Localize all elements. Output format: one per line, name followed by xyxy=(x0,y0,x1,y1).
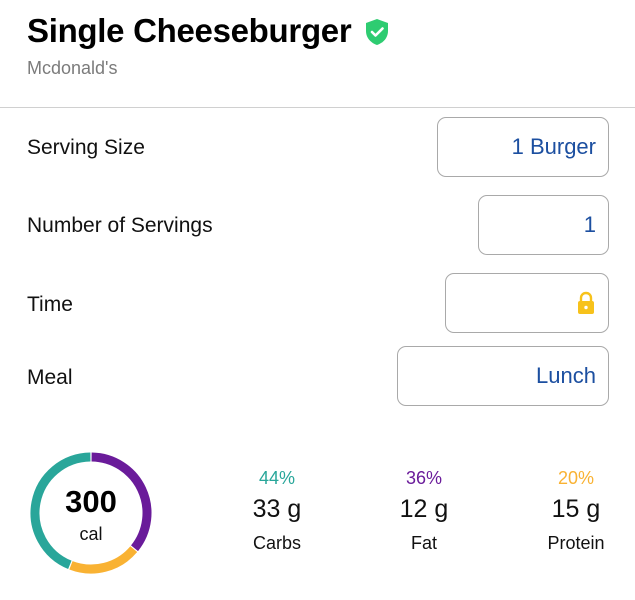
ring-segment-fat xyxy=(91,452,152,552)
number-of-servings-value: 1 xyxy=(583,212,596,237)
serving-size-field[interactable]: 1 Burger xyxy=(437,117,609,177)
meal-value: Lunch xyxy=(536,363,596,388)
number-of-servings-label: Number of Servings xyxy=(27,214,213,237)
nutrition-summary: 300 cal 44% 33 g Carbs 36% 12 g Fat 20% … xyxy=(0,440,635,590)
serving-size-value: 1 Burger xyxy=(511,134,596,159)
macro-fat: 36% 12 g Fat xyxy=(364,468,484,554)
header-divider xyxy=(0,107,635,108)
brand-name: Mcdonald's xyxy=(27,58,118,78)
time-field[interactable] xyxy=(445,273,609,333)
protein-grams: 15 g xyxy=(551,495,601,523)
fat-grams: 12 g xyxy=(399,495,449,523)
number-of-servings-field[interactable]: 1 xyxy=(478,195,609,255)
meal-row: Meal Lunch xyxy=(0,346,635,408)
carbs-grams: 33 g xyxy=(252,495,302,523)
macro-ring-chart xyxy=(30,452,152,574)
carbs-percent: 44% xyxy=(258,468,296,488)
meal-label: Meal xyxy=(27,366,73,389)
fat-label: Fat xyxy=(410,533,437,553)
food-header: Single Cheeseburger Mcdonald's xyxy=(0,0,635,108)
serving-size-label: Serving Size xyxy=(27,136,145,159)
number-of-servings-row: Number of Servings 1 xyxy=(0,195,635,257)
calories-unit: cal xyxy=(79,524,103,544)
protein-percent: 20% xyxy=(557,468,595,488)
time-label: Time xyxy=(27,293,73,316)
ring-segment-carbs xyxy=(30,452,91,570)
food-title: Single Cheeseburger xyxy=(27,12,352,49)
meal-field[interactable]: Lunch xyxy=(397,346,609,406)
serving-size-row: Serving Size 1 Burger xyxy=(0,117,635,179)
calories-value: 300 xyxy=(65,484,117,519)
protein-label: Protein xyxy=(547,533,605,553)
verified-check-icon xyxy=(366,19,389,45)
macro-protein: 20% 15 g Protein xyxy=(516,468,635,554)
ring-segment-protein xyxy=(69,546,138,574)
time-row: Time xyxy=(0,273,635,335)
lock-icon xyxy=(578,291,594,314)
title-row: Single Cheeseburger xyxy=(27,12,390,50)
macro-carbs: 44% 33 g Carbs xyxy=(217,468,337,554)
fat-percent: 36% xyxy=(405,468,443,488)
carbs-label: Carbs xyxy=(252,533,301,553)
